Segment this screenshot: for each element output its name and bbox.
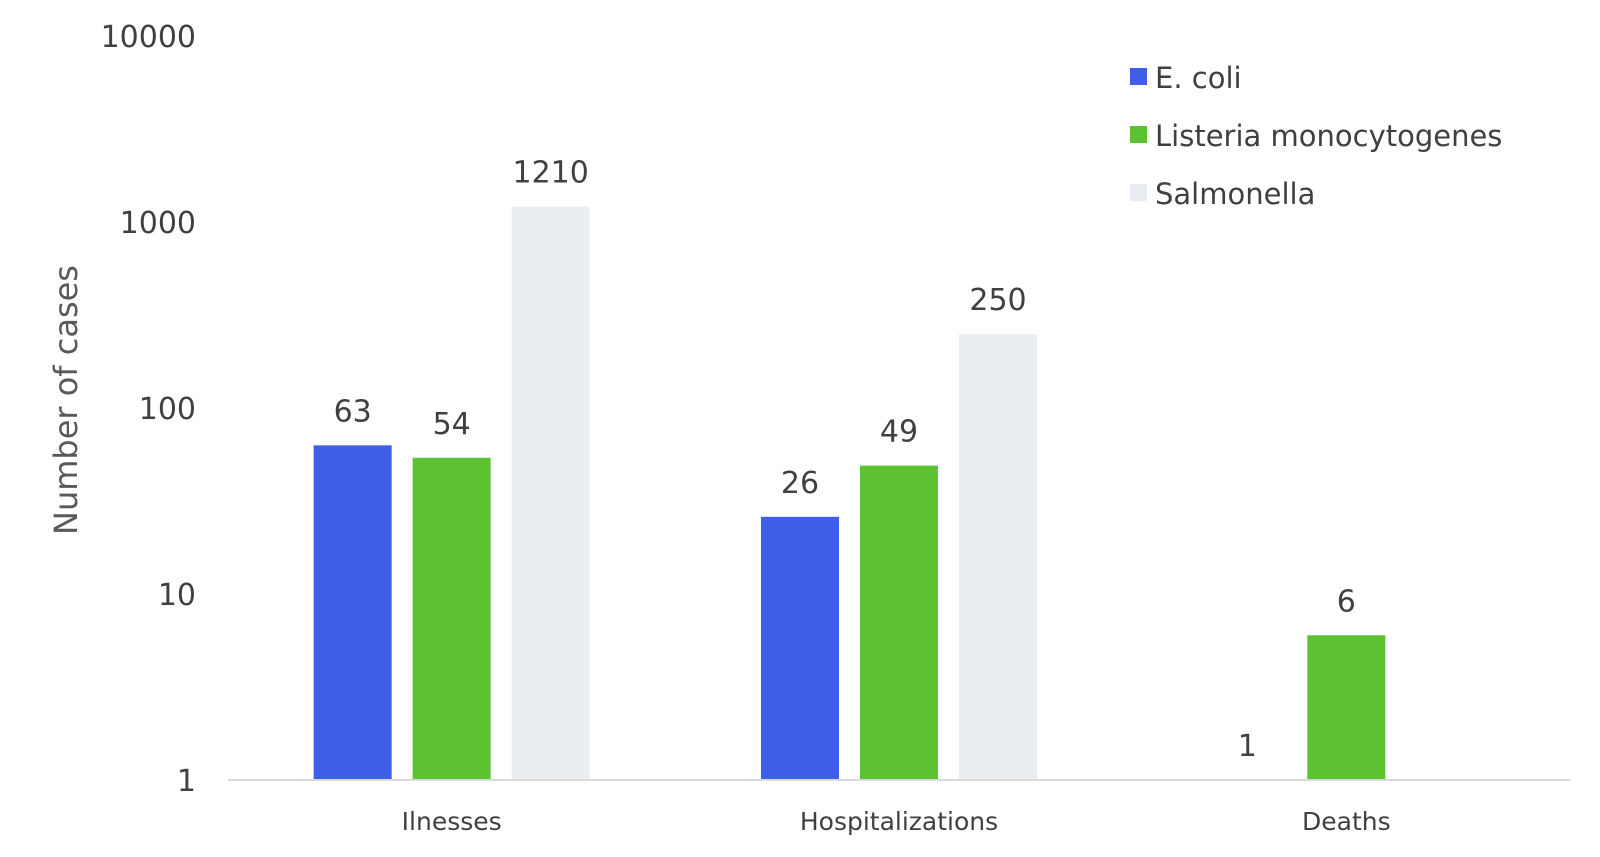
bar-e-coli-hospitalizations	[761, 516, 839, 780]
bar-listeria-monocytogenes-ilnesses	[412, 457, 491, 780]
bars-group	[313, 206, 1386, 780]
data-labels-group: 63 54 1210 26 49 250 1 6	[334, 156, 1356, 764]
x-category-label: Hospitalizations	[800, 807, 998, 836]
bar-salmonella-hospitalizations	[959, 333, 1037, 780]
data-label: 6	[1337, 584, 1356, 619]
bar-e-coli-ilnesses	[313, 445, 392, 780]
data-label: 26	[781, 466, 819, 501]
legend-label: E. coli	[1155, 61, 1242, 95]
legend: E. coli Listeria monocytogenes Salmonella	[1130, 61, 1502, 211]
y-axis-ticks: 1 10 100 1000 10000	[101, 20, 196, 799]
y-axis-title: Number of cases	[47, 265, 85, 535]
x-category-label: Ilnesses	[402, 807, 502, 836]
legend-label: Listeria monocytogenes	[1155, 119, 1502, 153]
y-tick-label: 1000	[120, 206, 196, 241]
data-label: 250	[969, 283, 1026, 318]
y-tick-label: 100	[139, 392, 196, 427]
data-label: 49	[880, 415, 918, 450]
bar-listeria-monocytogenes-hospitalizations	[860, 465, 938, 780]
legend-swatch	[1130, 68, 1147, 85]
data-label: 1210	[512, 156, 588, 191]
bar-listeria-monocytogenes-deaths	[1307, 635, 1386, 780]
x-axis-category-labels: Ilnesses Hospitalizations Deaths	[402, 807, 1391, 836]
bar-salmonella-ilnesses	[511, 206, 590, 780]
legend-label: Salmonella	[1155, 177, 1315, 211]
y-tick-label: 10	[158, 578, 196, 613]
y-tick-label: 1	[177, 764, 196, 799]
data-label: 1	[1238, 729, 1257, 764]
y-tick-label: 10000	[101, 20, 196, 55]
legend-swatch	[1130, 126, 1147, 143]
data-label: 54	[433, 407, 471, 442]
x-category-label: Deaths	[1302, 807, 1391, 836]
legend-swatch	[1130, 184, 1147, 201]
data-label: 63	[334, 394, 372, 429]
